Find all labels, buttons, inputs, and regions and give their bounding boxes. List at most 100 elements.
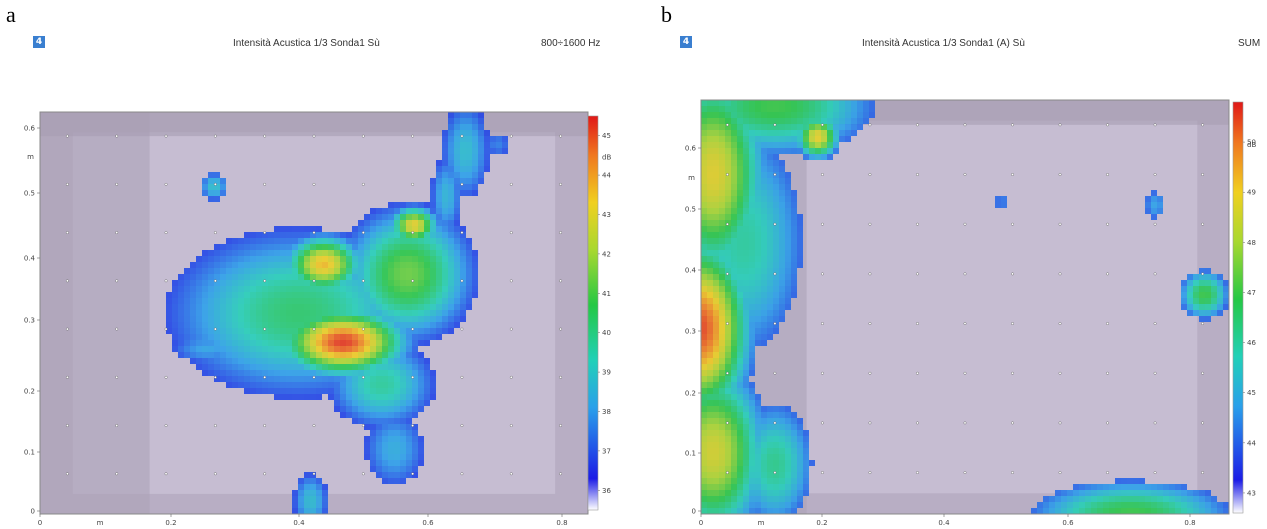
heat-cell <box>184 328 190 334</box>
heat-cell <box>322 484 328 490</box>
measurement-point <box>963 371 967 375</box>
heat-cell <box>280 388 286 394</box>
heat-cell <box>737 214 743 220</box>
heat-cell <box>262 376 268 382</box>
measurement-point <box>1153 123 1157 127</box>
heat-cell <box>995 196 1001 202</box>
heat-cell <box>791 274 797 280</box>
heat-cell <box>761 484 767 490</box>
heat-cell <box>286 340 292 346</box>
heat-cell <box>352 394 358 400</box>
heat-cell <box>328 268 334 274</box>
heat-cell <box>755 172 761 178</box>
heat-cell <box>761 100 767 106</box>
heat-cell <box>394 322 400 328</box>
heat-cell <box>292 340 298 346</box>
heat-cell <box>364 400 370 406</box>
heat-cell <box>166 316 172 322</box>
heat-cell <box>1187 310 1193 316</box>
heat-cell <box>214 334 220 340</box>
colorbar-tick-label: 40 <box>602 329 611 337</box>
heat-cell <box>767 226 773 232</box>
heat-cell <box>448 310 454 316</box>
heat-cell <box>208 178 214 184</box>
heat-cell <box>316 274 322 280</box>
heat-cell <box>478 172 484 178</box>
heat-cell <box>725 262 731 268</box>
heat-cell <box>448 232 454 238</box>
heat-cell <box>424 238 430 244</box>
heat-cell <box>406 460 412 466</box>
measurement-point <box>263 424 267 427</box>
heat-cell <box>1211 280 1217 286</box>
heat-cell <box>328 280 334 286</box>
heat-cell <box>713 352 719 358</box>
heat-cell <box>208 190 214 196</box>
heat-cell <box>412 364 418 370</box>
heat-cell <box>1187 298 1193 304</box>
heat-cell <box>809 100 815 106</box>
heat-cell <box>220 352 226 358</box>
heat-cell <box>418 226 424 232</box>
measurement-point <box>726 421 729 425</box>
heat-cell <box>785 436 791 442</box>
heat-cell <box>190 292 196 298</box>
heat-cell <box>749 268 755 274</box>
heat-cell <box>773 208 779 214</box>
heat-cell <box>388 286 394 292</box>
colorbar-tick-label: 37 <box>602 447 611 455</box>
heat-cell <box>1097 502 1103 508</box>
heat-cell <box>701 490 707 496</box>
heat-cell <box>779 232 785 238</box>
heat-cell <box>1133 508 1139 514</box>
heat-cell <box>737 424 743 430</box>
heat-cell <box>250 388 256 394</box>
heat-cell <box>1061 490 1067 496</box>
heat-cell <box>226 370 232 376</box>
measurement-point <box>164 472 168 476</box>
heat-cell <box>755 406 761 412</box>
heat-cell <box>448 130 454 136</box>
heat-cell <box>280 232 286 238</box>
heat-cell <box>412 358 418 364</box>
heat-cell <box>454 256 460 262</box>
heat-cell <box>292 304 298 310</box>
heat-cell <box>767 214 773 220</box>
heat-cell <box>292 286 298 292</box>
heat-cell <box>394 262 400 268</box>
heat-cell <box>358 406 364 412</box>
heat-cell <box>773 262 779 268</box>
heat-cell <box>761 220 767 226</box>
heat-cell <box>466 298 472 304</box>
heat-cell <box>394 430 400 436</box>
heat-cell <box>310 382 316 388</box>
heat-cell <box>496 136 502 142</box>
heat-cell <box>358 376 364 382</box>
heat-cell <box>1103 490 1109 496</box>
heat-cell <box>406 208 412 214</box>
heat-cell <box>340 274 346 280</box>
heat-cell <box>376 472 382 478</box>
heat-cell <box>725 490 731 496</box>
heat-cell <box>1067 508 1073 514</box>
heat-cell <box>701 130 707 136</box>
heat-cell <box>430 268 436 274</box>
heat-cell <box>202 304 208 310</box>
heat-cell <box>1217 286 1223 292</box>
heat-cell <box>412 220 418 226</box>
heat-cell <box>424 340 430 346</box>
heat-cell <box>322 334 328 340</box>
heat-cell <box>1157 502 1163 508</box>
heat-cell <box>755 142 761 148</box>
heat-cell <box>232 370 238 376</box>
heat-cell <box>418 250 424 256</box>
heat-cell <box>430 256 436 262</box>
heat-cell <box>725 292 731 298</box>
heat-cell <box>839 136 845 142</box>
heat-cell <box>268 316 274 322</box>
heat-cell <box>370 292 376 298</box>
heat-cell <box>286 322 292 328</box>
measurement-point <box>559 231 562 235</box>
heat-cell <box>346 298 352 304</box>
heat-cell <box>298 388 304 394</box>
